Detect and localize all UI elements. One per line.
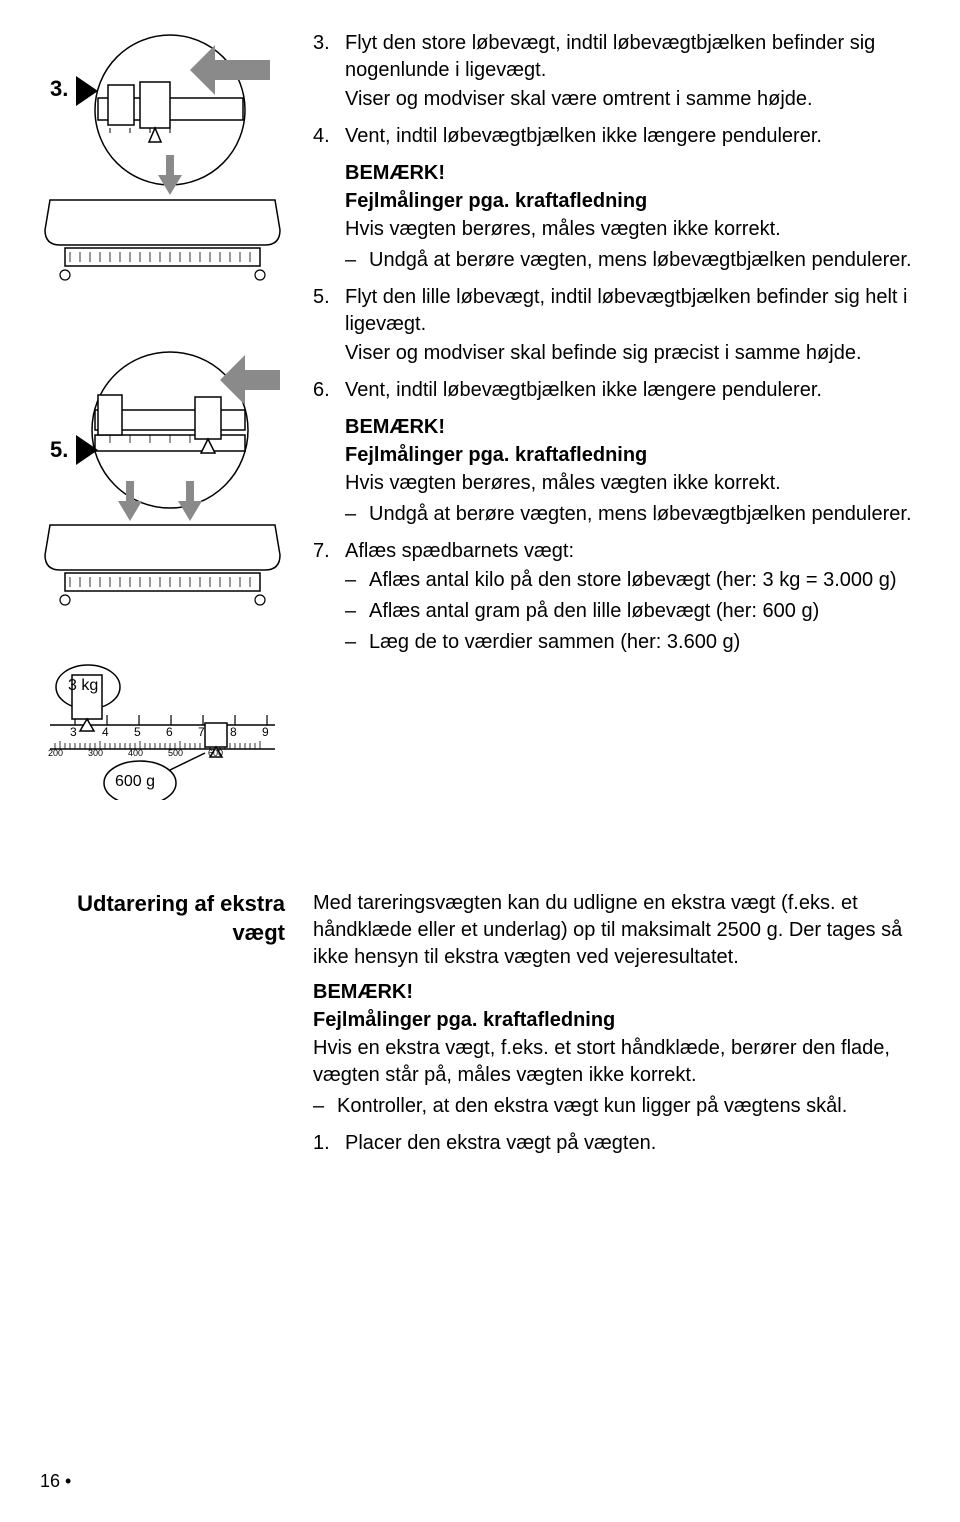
scale-kg-9: 9 bbox=[262, 725, 269, 739]
notice-3-sub: Fejlmålinger pga. kraftafledning bbox=[313, 1007, 930, 1033]
scale-g-400: 400 bbox=[128, 748, 143, 758]
notice-1-sub: Fejlmålinger pga. kraftafledning bbox=[345, 188, 922, 214]
figure-3-label: 3. bbox=[50, 76, 68, 102]
notice-2-body: Hvis vægten berøres, måles vægten ikke k… bbox=[345, 470, 922, 497]
dash: – bbox=[345, 247, 359, 274]
scale-g-300: 300 bbox=[88, 748, 103, 758]
dash: – bbox=[345, 629, 359, 656]
step-6-text: Vent, indtil løbevægtbjælken ikke længer… bbox=[345, 377, 922, 404]
step-3-sub: Viser og modviser skal være omtrent i sa… bbox=[345, 86, 922, 113]
figure-5: 5. bbox=[40, 335, 285, 615]
notice-3-title: BEMÆRK! bbox=[313, 981, 930, 1004]
notice-2-title: BEMÆRK! bbox=[345, 416, 922, 439]
step-7c: Læg de to værdier sammen (her: 3.600 g) bbox=[369, 629, 922, 656]
step-5-text: Flyt den lille løbevægt, indtil løbevægt… bbox=[345, 284, 922, 338]
notice-2-sub: Fejlmålinger pga. kraftafledning bbox=[345, 442, 922, 468]
step-3-num: 3. bbox=[313, 30, 335, 84]
scale-kg-3: 3 bbox=[70, 725, 77, 739]
scale-kg-6: 6 bbox=[166, 725, 173, 739]
step-4-num: 4. bbox=[313, 123, 335, 150]
figure-3: 3. bbox=[40, 30, 285, 285]
step-3-text: Flyt den store løbevægt, indtil løbevægt… bbox=[345, 30, 922, 84]
figure-scale-reading: 3 4 5 6 7 8 9 200 300 400 500 600 3 kg 6… bbox=[40, 645, 285, 800]
scale-g-600: 600 bbox=[208, 748, 223, 758]
step-5-sub: Viser og modviser skal befinde sig præci… bbox=[345, 340, 922, 367]
notice-1-dash: Undgå at berøre vægten, mens løbevægtbjæ… bbox=[369, 247, 922, 274]
notice-3-dash: Kontroller, at den ekstra vægt kun ligge… bbox=[337, 1093, 930, 1120]
step-7a: Aflæs antal kilo på den store løbevægt (… bbox=[369, 567, 922, 594]
scale-g-200: 200 bbox=[48, 748, 63, 758]
step-7b: Aflæs antal gram på den lille løbevægt (… bbox=[369, 598, 922, 625]
text-column: 3. Flyt den store løbevægt, indtil løbev… bbox=[313, 30, 930, 830]
sec2-step1-text: Placer den ekstra vægt på vægten. bbox=[345, 1130, 930, 1157]
sec2-step1-num: 1. bbox=[313, 1130, 335, 1157]
step-6-num: 6. bbox=[313, 377, 335, 404]
figure-5-label: 5. bbox=[50, 437, 68, 463]
step-4-text: Vent, indtil løbevægtbjælken ikke længer… bbox=[345, 123, 922, 150]
notice-1-body: Hvis vægten berøres, måles vægten ikke k… bbox=[345, 216, 922, 243]
dash: – bbox=[345, 598, 359, 625]
section-tare: Udtarering af ekstra vægt Med tareringsv… bbox=[40, 890, 930, 1159]
scale-kg-8: 8 bbox=[230, 725, 237, 739]
callout-kg: 3 kg bbox=[68, 677, 98, 695]
notice-3-body: Hvis en ekstra vægt, f.eks. et stort hån… bbox=[313, 1035, 930, 1089]
page-number: 16 • bbox=[40, 1471, 71, 1492]
scale-kg-5: 5 bbox=[134, 725, 141, 739]
dash: – bbox=[313, 1093, 327, 1120]
dash: – bbox=[345, 567, 359, 594]
step-7-text: Aflæs spædbarnets vægt: bbox=[345, 538, 922, 565]
section-tare-label: Udtarering af ekstra vægt bbox=[40, 890, 285, 1159]
notice-1-title: BEMÆRK! bbox=[345, 162, 922, 185]
scale-g-500: 500 bbox=[168, 748, 183, 758]
scale-kg-7: 7 bbox=[198, 725, 205, 739]
step-5-num: 5. bbox=[313, 284, 335, 338]
notice-2-dash: Undgå at berøre vægten, mens løbevægtbjæ… bbox=[369, 501, 922, 528]
section-tare-p1: Med tareringsvægten kan du udligne en ek… bbox=[313, 890, 930, 971]
figure-column: 3. bbox=[40, 30, 285, 830]
scale-kg-4: 4 bbox=[102, 725, 109, 739]
step-7-num: 7. bbox=[313, 538, 335, 565]
dash: – bbox=[345, 501, 359, 528]
callout-g: 600 g bbox=[115, 773, 155, 791]
